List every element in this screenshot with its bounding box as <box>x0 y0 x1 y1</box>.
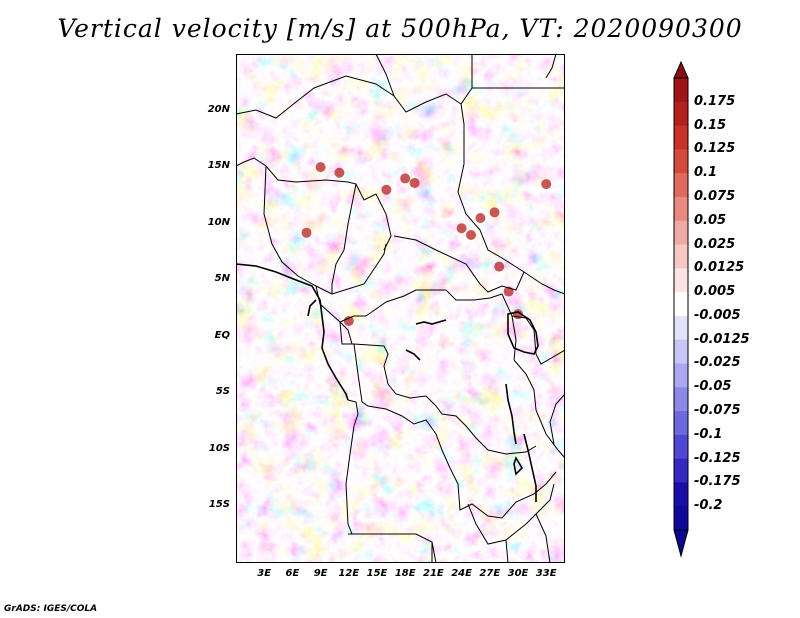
velocity-field <box>236 54 565 563</box>
colorbar-level-label: -0.005 <box>694 307 741 323</box>
colorbar-bin <box>674 292 688 317</box>
updraft-spot <box>475 213 486 224</box>
updraft-spot <box>301 227 312 238</box>
lon-tick-label: 6E <box>285 568 300 579</box>
strong-updraft-spots <box>301 162 552 326</box>
colorbar-bin <box>674 125 688 150</box>
colorbar-bin <box>674 411 688 436</box>
updraft-spot <box>315 162 326 173</box>
colorbar-level-label: -0.025 <box>694 355 741 371</box>
colorbar-bin <box>674 173 688 198</box>
map-frame <box>236 54 565 563</box>
updraft-spot <box>494 261 505 272</box>
colorbar-min-arrow <box>673 529 689 558</box>
lat-tick-label: 20N <box>207 103 230 115</box>
updraft-spot <box>466 229 476 240</box>
updraft-spot <box>334 167 345 178</box>
lat-tick-label: 10N <box>207 216 230 228</box>
colorbar-frame <box>673 77 689 531</box>
lon-tick-label: 21E <box>423 568 444 579</box>
lat-tick-label: 5S <box>215 386 230 398</box>
colorbar-bin <box>674 434 688 460</box>
colorbar-bin <box>674 482 688 507</box>
lon-tick-label: 3E <box>257 568 272 579</box>
map-panel <box>236 54 565 563</box>
colorbar-level-label: 0.075 <box>694 188 736 204</box>
colorbar-bin <box>674 244 688 269</box>
updraft-spot <box>456 223 467 234</box>
colorbar-bin <box>674 387 688 412</box>
updraft-spot <box>381 184 392 195</box>
map-title: Vertical velocity [m/s] at 500hPa, VT: 2… <box>57 14 743 43</box>
updraft-spot <box>541 179 552 190</box>
colorbar-level-label: -0.05 <box>694 379 732 395</box>
updraft-spot <box>409 177 420 188</box>
colorbar-bin <box>674 268 688 293</box>
colorbar-bin <box>674 101 688 127</box>
colorbar-level-label: -0.1 <box>694 426 723 442</box>
colorbar-bin <box>674 506 688 531</box>
grads-credit: GrADS: IGES/COLA <box>4 604 98 614</box>
lon-tick-label: 15E <box>366 568 388 579</box>
updraft-spot <box>489 207 500 218</box>
colorbar-bin <box>674 315 688 341</box>
colorbar-bin <box>674 458 688 483</box>
colorbar-level-label: 0.125 <box>694 141 736 157</box>
colorbar-bin <box>674 78 688 103</box>
lon-tick-label: 33E <box>535 568 557 579</box>
colorbar-level-label: 0.005 <box>694 284 736 300</box>
colorbar-bin <box>674 220 688 246</box>
colorbar-level-label: 0.025 <box>694 236 736 252</box>
lon-tick-label: 30E <box>507 568 529 579</box>
colorbar-bin <box>674 149 688 174</box>
colorbar-level-label: -0.125 <box>694 450 741 466</box>
country-borders <box>236 54 565 563</box>
colorbar <box>673 60 689 558</box>
velocity-field-map <box>236 54 565 563</box>
updraft-spot <box>343 315 354 326</box>
colorbar-max-arrow <box>673 60 689 79</box>
colorbar-bin <box>674 339 688 364</box>
lat-tick-label: 15S <box>208 499 230 511</box>
lat-tick-label: EQ <box>214 329 230 341</box>
colorbar-level-label: 0.05 <box>694 212 727 228</box>
updraft-spot <box>400 173 411 184</box>
colorbar-level-label: -0.175 <box>694 474 741 490</box>
colorbar-level-label: -0.2 <box>694 498 723 514</box>
colorbar-level-label: -0.075 <box>694 403 741 419</box>
colorbar-level-label: 0.175 <box>694 93 736 109</box>
lon-tick-label: 27E <box>479 568 501 579</box>
colorbar-level-label: 0.0125 <box>694 260 745 276</box>
lon-tick-label: 24E <box>451 568 472 579</box>
colorbar-level-label: 0.1 <box>694 165 718 181</box>
lat-tick-label: 5N <box>214 273 230 285</box>
colorbar-bin <box>674 196 688 222</box>
colorbar-bin <box>674 363 688 388</box>
lon-tick-label: 18E <box>394 568 416 579</box>
lon-tick-label: 12E <box>338 568 360 579</box>
lat-tick-label: 10S <box>208 442 230 454</box>
coastline-and-lakes <box>236 263 539 502</box>
colorbar-level-label: 0.15 <box>694 117 727 133</box>
lat-tick-label: 15N <box>207 160 230 172</box>
lon-tick-label: 9E <box>313 568 328 579</box>
colorbar-level-label: -0.0125 <box>694 331 750 347</box>
